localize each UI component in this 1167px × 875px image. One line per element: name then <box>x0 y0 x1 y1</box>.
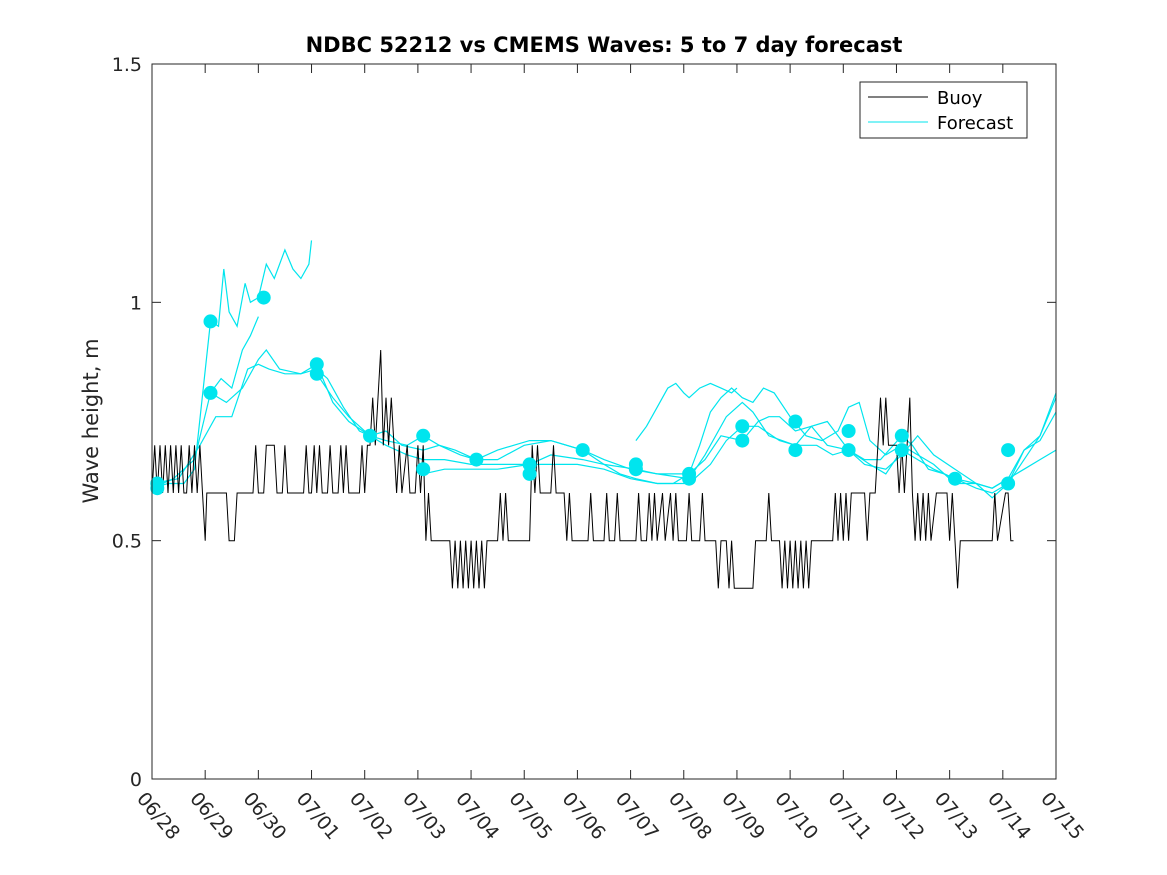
forecast-line-0 <box>151 240 313 489</box>
forecast-marker-13 <box>575 443 590 458</box>
x-tick-label-1: 06/29 <box>185 788 237 844</box>
forecast-marker-18 <box>735 419 750 434</box>
x-tick-label-4: 07/02 <box>345 788 397 844</box>
y-tick-label-0: 0 <box>130 769 142 791</box>
x-tick-label-2: 06/30 <box>239 788 291 844</box>
x-tick-label-16: 07/14 <box>983 788 1035 844</box>
y-tick-label-3: 1.5 <box>112 54 142 76</box>
chart-title: NDBC 52212 vs CMEMS Waves: 5 to 7 day fo… <box>306 33 903 57</box>
x-tick-label-15: 07/13 <box>930 788 982 844</box>
forecast-line-1 <box>151 316 259 489</box>
legend-label-forecast: Forecast <box>937 113 1013 134</box>
legend: Buoy Forecast <box>859 81 1028 139</box>
x-tick-label-14: 07/12 <box>877 788 929 844</box>
forecast-marker-17 <box>682 471 697 486</box>
forecast-marker-15 <box>628 457 643 472</box>
x-tick-label-13: 07/11 <box>823 788 875 844</box>
forecast-marker-21 <box>788 443 803 458</box>
x-tick-label-5: 07/03 <box>398 788 450 844</box>
forecast-marker-26 <box>948 471 962 486</box>
plot-frame <box>151 63 1057 780</box>
forecast-marker-7 <box>363 428 377 443</box>
plot-area <box>152 64 1056 779</box>
y-tick-label-2: 1 <box>130 292 142 314</box>
forecast-marker-19 <box>735 433 750 448</box>
forecast-line-5 <box>423 416 1057 489</box>
legend-box <box>859 81 1028 139</box>
legend-label-buoy: Buoy <box>937 88 983 109</box>
buoy-line <box>151 349 1014 589</box>
x-tick-label-17: 07/15 <box>1036 788 1088 844</box>
x-tick-label-6: 07/04 <box>451 788 503 844</box>
y-tick-label-1: 0.5 <box>112 531 142 553</box>
forecast-line-6 <box>635 382 738 441</box>
series-layer <box>151 240 1057 589</box>
forecast-marker-8 <box>416 428 431 443</box>
forecast-marker-3 <box>203 385 218 400</box>
x-tick-label-8: 07/06 <box>558 788 610 844</box>
x-tick-label-12: 07/10 <box>770 788 822 844</box>
forecast-marker-12 <box>522 457 537 472</box>
forecast-marker-6 <box>309 366 324 381</box>
forecast-line-2 <box>151 363 1057 494</box>
forecast-marker-4 <box>256 290 271 305</box>
x-tick-label-10: 07/08 <box>664 788 716 844</box>
x-tick-label-11: 07/09 <box>717 788 769 844</box>
forecast-marker-24 <box>894 428 909 443</box>
forecast-marker-10 <box>469 452 484 467</box>
x-tick-label-3: 07/01 <box>292 788 344 844</box>
x-tick-label-7: 07/05 <box>504 788 556 844</box>
forecast-marker-1 <box>150 476 165 491</box>
forecast-marker-27 <box>1001 476 1016 491</box>
forecast-marker-25 <box>894 443 909 458</box>
forecast-marker-20 <box>788 414 803 429</box>
forecast-marker-28 <box>1001 443 1016 458</box>
marker-layer <box>150 290 1016 496</box>
forecast-marker-22 <box>841 424 856 438</box>
x-tick-label-9: 07/07 <box>611 788 663 844</box>
forecast-marker-2 <box>203 314 218 329</box>
x-tick-label-0: 06/28 <box>132 788 184 844</box>
y-axis-label: Wave height, m <box>79 338 103 503</box>
forecast-marker-23 <box>841 443 856 458</box>
forecast-marker-9 <box>416 462 431 477</box>
